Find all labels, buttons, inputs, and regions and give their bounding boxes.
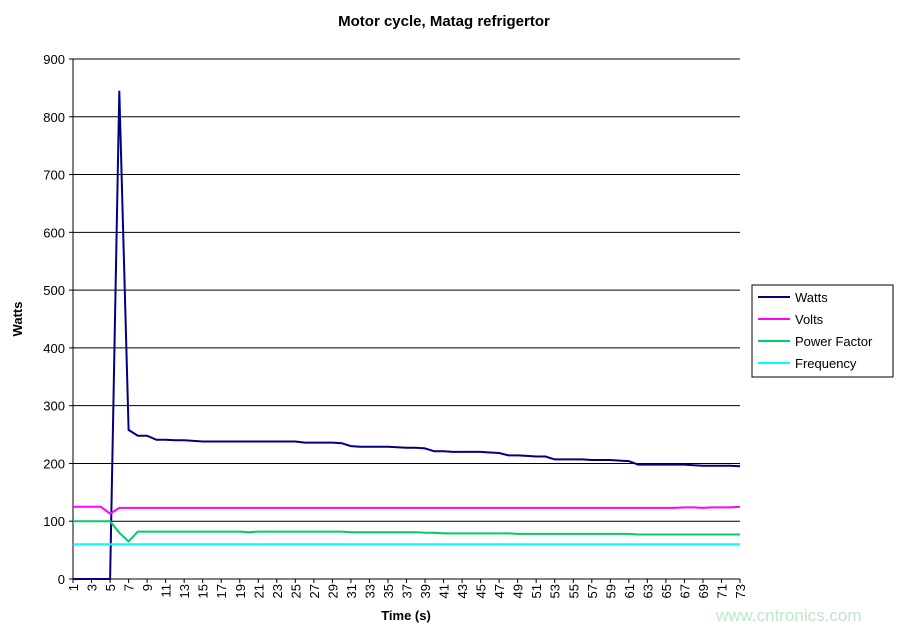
- legend-label: Frequency: [795, 356, 857, 371]
- y-tick-label: 800: [43, 110, 65, 125]
- x-tick-label: 57: [585, 584, 600, 598]
- x-tick-label: 47: [492, 584, 507, 598]
- x-tick-label: 43: [455, 584, 470, 598]
- x-tick-label: 41: [437, 584, 452, 598]
- y-tick-label: 100: [43, 514, 65, 529]
- chart-title: Motor cycle, Matag refrigertor: [338, 13, 550, 30]
- y-tick-label: 0: [58, 572, 65, 587]
- x-tick-label: 3: [85, 584, 100, 591]
- x-tick-label: 19: [233, 584, 248, 598]
- x-tick-label: 63: [640, 584, 655, 598]
- x-tick-label: 11: [159, 584, 174, 598]
- x-tick-label: 1: [66, 584, 81, 591]
- x-tick-label: 53: [548, 584, 563, 598]
- y-tick-label: 700: [43, 168, 65, 183]
- legend: Watts Volts Power Factor Frequency: [751, 284, 894, 378]
- x-tick-label: 65: [659, 584, 674, 598]
- series-line-watts: [73, 90, 741, 580]
- x-tick-label: 13: [177, 584, 192, 598]
- x-tick-label: 55: [566, 584, 581, 598]
- x-tick-label: 25: [288, 584, 303, 598]
- x-tick-label: 15: [196, 584, 211, 598]
- x-tick-label: 5: [103, 584, 118, 591]
- x-tick-label: 71: [714, 584, 729, 598]
- series-line-volts: [73, 505, 741, 515]
- watermark: www.cntronics.com: [716, 606, 862, 625]
- y-tick-label: 600: [43, 225, 65, 240]
- x-tick-label: 59: [603, 584, 618, 598]
- x-tick-label: 9: [140, 584, 155, 591]
- legend-label: Watts: [795, 290, 828, 305]
- x-tick-label: 67: [677, 584, 692, 598]
- y-tick-label: 200: [43, 456, 65, 471]
- x-tick-label: 17: [214, 584, 229, 598]
- y-tick-label: 500: [43, 283, 65, 298]
- legend-box: [751, 284, 894, 378]
- y-tick-label: 300: [43, 399, 65, 414]
- legend-label: Power Factor: [795, 334, 873, 349]
- x-tick-label: 39: [418, 584, 433, 598]
- series-line-power-factor: [73, 520, 740, 543]
- x-tick-label: 29: [325, 584, 340, 598]
- x-tick-label: 45: [474, 584, 489, 598]
- legend-label: Volts: [795, 312, 824, 327]
- y-axis-label: Watts: [10, 302, 25, 337]
- x-tick-label: 31: [344, 584, 359, 598]
- x-tick-label: 49: [511, 584, 526, 598]
- x-axis-label: Time (s): [381, 608, 431, 623]
- x-tick-label: 23: [270, 584, 285, 598]
- x-tick-label: 35: [381, 584, 396, 598]
- x-tick-label: 27: [307, 584, 322, 598]
- x-tick-label: 37: [400, 584, 415, 598]
- y-tick-label: 400: [43, 341, 65, 356]
- x-tick-label: 69: [696, 584, 711, 598]
- x-tick-label: 51: [529, 584, 544, 598]
- x-tick-label: 7: [122, 584, 137, 591]
- y-tick-label: 900: [43, 52, 65, 67]
- x-tick-label: 33: [362, 584, 377, 598]
- x-tick-label: 21: [251, 584, 266, 598]
- x-tick-label: 73: [733, 584, 748, 598]
- x-tick-label: 61: [622, 584, 637, 598]
